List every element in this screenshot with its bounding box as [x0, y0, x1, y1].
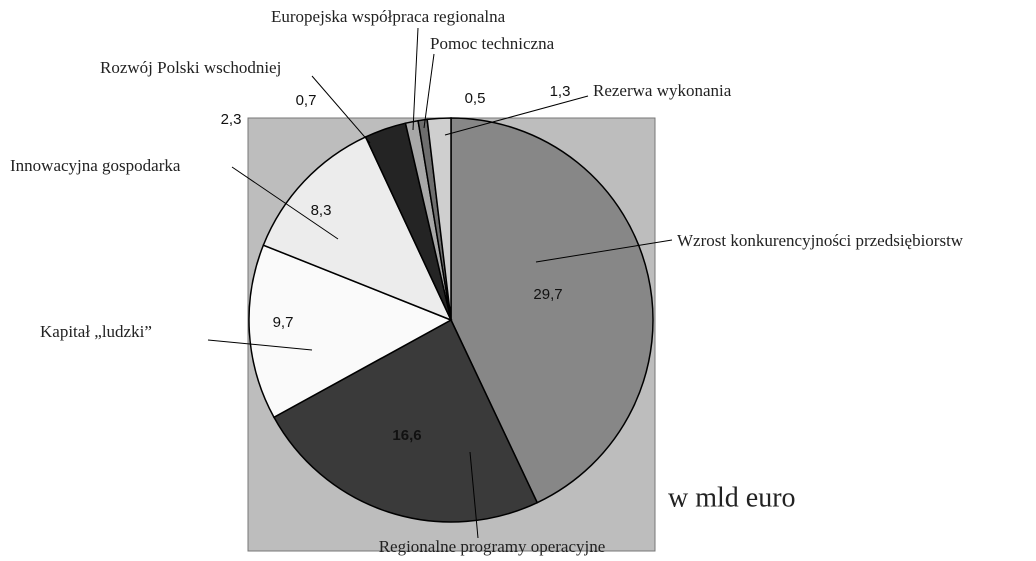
- pie-slice: [262, 135, 453, 322]
- leader-line: [311, 75, 371, 144]
- value-label: 0,7: [296, 92, 317, 109]
- category-label: Pomoc techniczna: [430, 34, 555, 53]
- value-label: 8,3: [311, 202, 332, 219]
- leader-line: [231, 166, 339, 240]
- value-label: 29,7: [533, 286, 562, 303]
- category-label: Rozwój Polski wschodniej: [100, 58, 281, 77]
- leader-line: [469, 451, 479, 539]
- leader-line: [207, 339, 313, 351]
- pie-slice: [248, 244, 453, 419]
- category-label: Wzrost konkurencyjności przedsiębiorstw: [677, 231, 964, 250]
- leader-line: [423, 53, 435, 129]
- unit-annotation: w mld euro: [668, 482, 796, 513]
- value-label: 1,3: [550, 83, 571, 100]
- value-label: 0,5: [465, 90, 486, 107]
- category-label: Rezerwa wykonania: [593, 81, 732, 100]
- leader-line: [412, 27, 419, 131]
- leader-line: [444, 95, 589, 136]
- pie-slice: [450, 117, 654, 504]
- leader-line: [535, 239, 673, 263]
- value-label: 9,7: [273, 314, 294, 331]
- category-label: Innowacyjna gospodarka: [10, 156, 181, 175]
- category-label: Regionalne programy operacyjne: [379, 537, 606, 556]
- value-label: 16,6: [392, 427, 421, 444]
- category-label: Europejska współpraca regionalna: [271, 7, 506, 26]
- pie-slice: [426, 117, 452, 321]
- category-label: Kapitał „ludzki”: [40, 322, 152, 341]
- value-label: 2,3: [221, 111, 242, 128]
